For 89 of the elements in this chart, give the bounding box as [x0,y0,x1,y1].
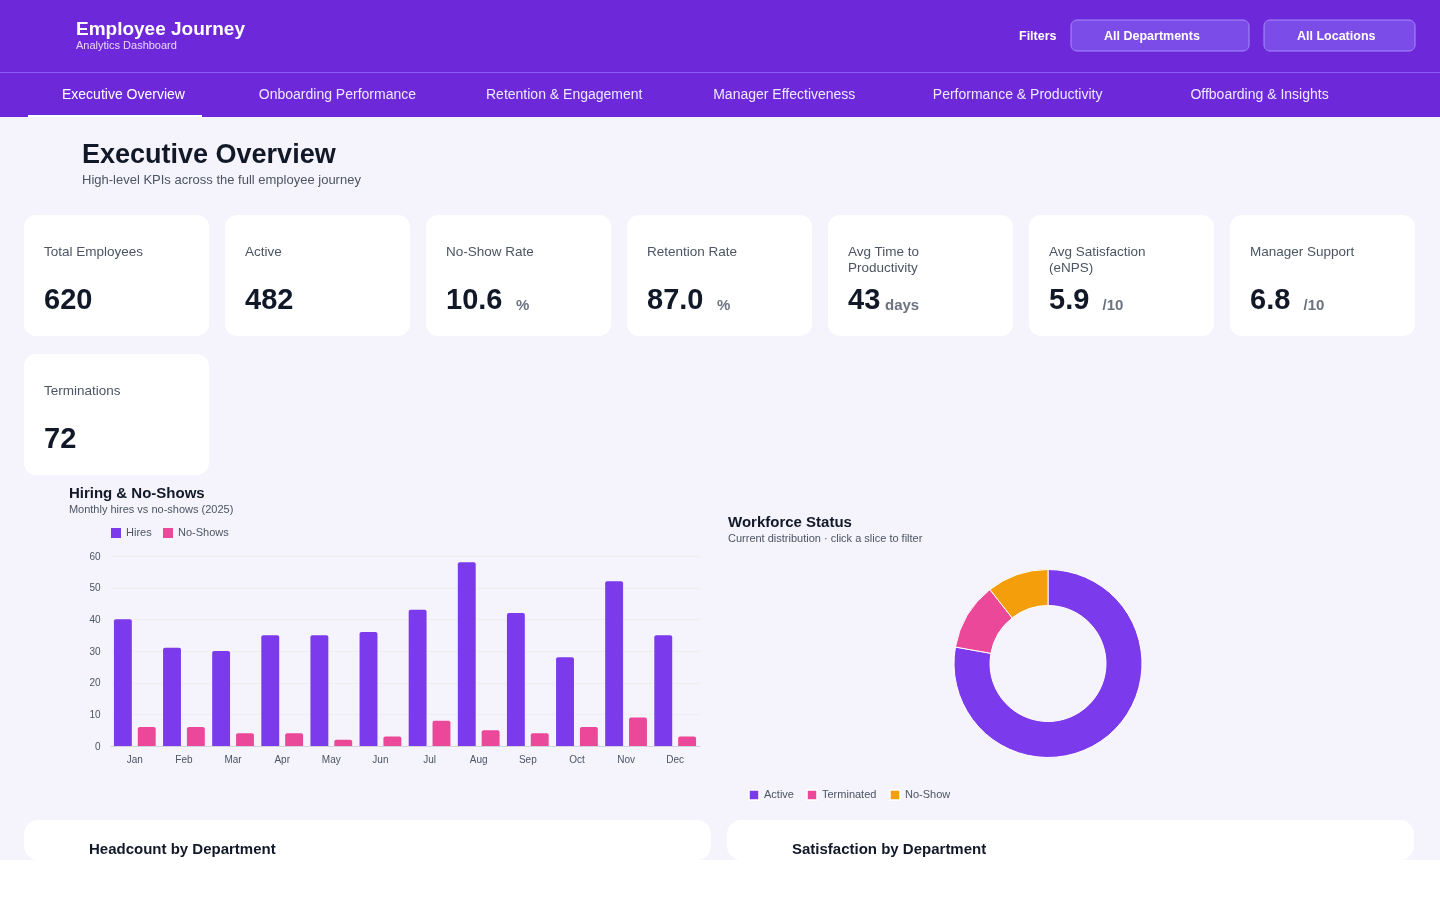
chart-title: Workforce Status [728,513,852,530]
x-tick-label: Jan [126,753,143,765]
x-tick-label: Jul [423,753,436,765]
x-tick-label: Mar [224,753,243,765]
legend-label: Hires [126,526,153,538]
bar [457,562,476,746]
chart-subtitle: Monthly hires vs no-shows (2025) [68,503,234,515]
text: 5.9 [1049,283,1090,315]
text: Performance & Productivity [932,86,1103,102]
text: % [717,296,731,313]
legend-label: No-Shows [178,526,230,538]
bar [212,651,231,746]
bar [530,733,549,746]
bar [236,733,254,746]
x-tick-label: Oct [569,753,585,765]
x-tick-label: May [321,753,341,765]
bar [579,727,598,746]
bar [654,635,673,746]
text: Executive Overview [82,139,337,169]
text: Retention & Engagement [486,86,643,102]
x-tick-label: Feb [175,753,193,765]
y-tick-label: 20 [89,677,101,689]
text: Terminations [44,383,121,398]
text: 72 [44,422,77,454]
text: Avg Time to Productivity [848,244,920,275]
y-tick-label: 0 [94,740,101,752]
text: 620 [44,283,93,315]
text: Satisfaction by Department [792,840,987,857]
text: Manager Effectiveness [713,86,856,102]
text: 43 [848,283,881,315]
bar [506,613,525,746]
x-tick-label: Aug [469,753,488,765]
text: 10.6 [446,283,503,315]
bar [163,647,181,746]
x-tick-label: Dec [666,753,685,765]
x-tick-label: Nov [617,753,635,765]
bar [408,609,427,746]
text: Total Employees [44,244,144,259]
y-tick-label: 30 [89,645,101,657]
bar [629,717,647,746]
text: Retention Rate [647,244,738,259]
text: 482 [245,283,294,315]
chart-title: Hiring & No-Shows [68,484,205,501]
text: Filters [1019,29,1057,43]
bar [334,739,353,746]
y-tick-label: 40 [89,613,101,625]
x-tick-label: Jun [372,753,389,765]
donut-slice [953,569,1143,758]
bar [605,581,624,746]
x-tick-label: Sep [518,753,538,765]
bar [678,736,697,746]
text: Executive Overview [62,86,186,102]
text: All Departments [1104,29,1200,43]
bar [113,619,132,746]
bar [261,635,280,746]
legend-label: No-Show [905,788,951,800]
text: Headcount by Department [89,840,276,857]
bar [359,632,378,746]
text: days [885,296,920,313]
bar [285,733,304,746]
bar [383,736,402,746]
text: % [516,296,530,313]
text: Employee Journey [76,18,246,39]
text: 87.0 [647,283,704,315]
legend-label: Terminated [822,788,877,800]
text: Analytics Dashboard [76,39,177,51]
y-tick-label: 10 [89,708,101,720]
text: Onboarding Performance [258,86,417,102]
text: Offboarding & Insights [1190,86,1329,102]
text: All Locations [1297,29,1376,43]
text: Avg Satisfaction (eNPS) [1049,244,1146,275]
text: High-level KPIs across the full employee journey [82,172,362,187]
text: /10 [1102,296,1124,313]
text: Manager Support [1250,244,1355,259]
y-tick-label: 50 [89,582,101,594]
text: /10 [1303,296,1325,313]
bar [432,720,451,746]
x-tick-label: Apr [274,753,291,765]
text: No-Show Rate [446,244,534,259]
bar [310,635,329,746]
y-tick-label: 60 [89,550,101,562]
bar [556,657,574,746]
bar [186,727,205,746]
text: 6.8 [1250,283,1291,315]
bar [481,730,500,746]
legend-label: Active [764,788,794,800]
bar [137,727,156,746]
text: Active [245,244,282,259]
chart-subtitle: Current distribution · click a slice to filter [728,532,923,544]
